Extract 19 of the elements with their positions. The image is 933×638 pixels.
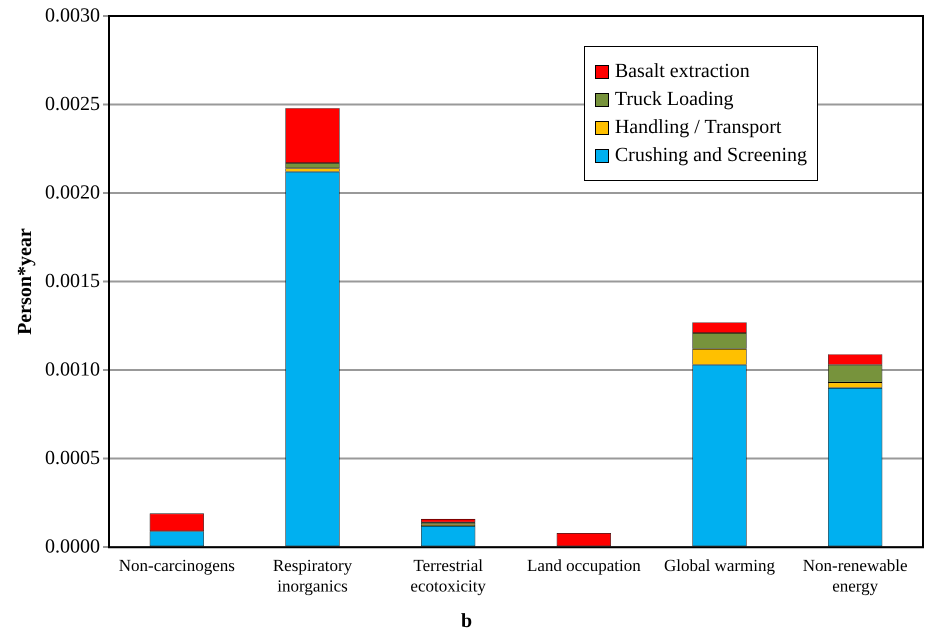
x-tick-label: Non-carcinogens [118, 556, 235, 575]
x-tick-label: Land occupation [526, 556, 642, 575]
x-tick-label: Non-renewable energy [802, 556, 908, 596]
y-tick-label: 0.0005 [45, 446, 100, 469]
x-tick-label: Respiratory inorganics [272, 556, 353, 596]
x-tick-label: Global warming [664, 556, 776, 575]
y-tick-label: 0.0030 [45, 4, 100, 26]
y-tick-label: 0.0025 [45, 92, 100, 115]
legend-label: Truck Loading [614, 88, 734, 111]
legend-label: Basalt extraction [614, 60, 750, 83]
x-tick-label: Terrestrial ecotoxicity [410, 556, 486, 596]
y-axis-title: Person*year [14, 228, 36, 335]
y-tick-label: 0.0000 [45, 535, 100, 558]
y-tick-label: 0.0015 [45, 270, 100, 292]
y-tick-label: 0.0010 [45, 358, 100, 380]
text: b [460, 610, 474, 633]
legend-label: Handling / Transport [614, 116, 782, 139]
legend-label: Crushing and Screening [614, 144, 807, 167]
y-tick-label: 0.0020 [45, 181, 100, 204]
